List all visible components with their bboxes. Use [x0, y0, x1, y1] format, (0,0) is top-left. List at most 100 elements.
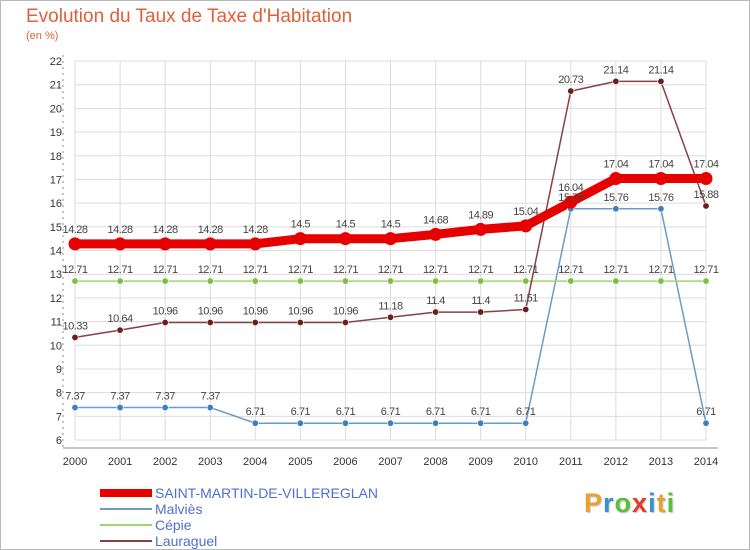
- data-label: 12.71: [243, 264, 268, 276]
- data-point: [702, 202, 710, 210]
- data-point: [71, 333, 79, 341]
- legend-swatch: [100, 489, 152, 497]
- data-label: 11.4: [471, 295, 490, 307]
- x-tick-label: 2012: [604, 456, 628, 468]
- data-point: [71, 277, 79, 285]
- data-label: 14.28: [62, 224, 87, 236]
- data-label: 12.71: [648, 264, 673, 276]
- data-label: 12.71: [513, 264, 538, 276]
- data-label: 21.14: [648, 64, 673, 76]
- x-tick-label: 2009: [468, 456, 492, 468]
- data-label: 7.37: [110, 391, 130, 403]
- chart-subtitle: (en %): [26, 30, 59, 42]
- data-point: [657, 205, 665, 213]
- data-point: [702, 419, 710, 427]
- data-point: [564, 195, 578, 209]
- data-point: [251, 419, 259, 427]
- x-tick-label: 2006: [333, 456, 357, 468]
- data-point: [158, 237, 172, 251]
- data-label: 6.71: [696, 406, 716, 418]
- x-tick-label: 2013: [649, 456, 673, 468]
- legend: SAINT-MARTIN-DE-VILLEREGLAN Malviès Cépie L…: [100, 485, 378, 549]
- x-tick-label: 2010: [513, 456, 537, 468]
- data-label: 7.37: [65, 391, 85, 403]
- y-tick-label: 16: [50, 198, 62, 210]
- data-label: 14.28: [243, 224, 268, 236]
- data-label: 17.04: [648, 158, 673, 170]
- data-labels: 7.37 7.37 7.37 7.37 6.71 6.71 6.71 6.71 6.71 6.71…: [62, 64, 719, 418]
- data-point: [293, 232, 307, 246]
- data-point: [612, 205, 620, 213]
- data-label: 15.88: [693, 189, 718, 201]
- data-point: [612, 77, 620, 85]
- y-tick-label: 17: [50, 174, 62, 186]
- data-label: 12.71: [423, 264, 448, 276]
- y-tick-label: 18: [50, 151, 62, 163]
- data-point: [702, 277, 710, 285]
- data-point: [248, 237, 262, 251]
- data-point: [477, 277, 485, 285]
- brand-letter: x: [632, 488, 649, 518]
- data-label: 12.71: [288, 264, 313, 276]
- y-tick-label: 14: [50, 246, 62, 258]
- data-point: [68, 237, 82, 251]
- data-point: [206, 319, 214, 327]
- legend-label: SAINT-MARTIN-DE-VILLEREGLAN: [155, 485, 379, 501]
- x-tick-label: 2004: [243, 456, 267, 468]
- data-label: 6.71: [471, 406, 491, 418]
- data-label: 10.96: [288, 306, 313, 318]
- data-point: [386, 419, 394, 427]
- data-label: 6.71: [336, 406, 356, 418]
- chart-title: Evolution du Taux de Taxe d'Habitation: [26, 6, 353, 27]
- data-point: [338, 232, 352, 246]
- data-label: 12.71: [198, 264, 223, 276]
- brand-logo: Proxiti: [584, 488, 675, 519]
- data-point: [251, 277, 259, 285]
- legend-item: Cépie: [100, 517, 378, 533]
- data-point: [296, 277, 304, 285]
- y-tick-label: 15: [50, 222, 62, 234]
- data-label: 12.71: [468, 264, 493, 276]
- data-label: 16.04: [558, 182, 583, 194]
- x-tick-label: 2001: [108, 456, 132, 468]
- data-point: [522, 277, 530, 285]
- data-point: [654, 171, 668, 185]
- series-markers: [68, 77, 713, 427]
- data-label: 15.76: [603, 192, 628, 204]
- data-point: [386, 313, 394, 321]
- data-point: [519, 219, 533, 233]
- data-label: 12.71: [378, 264, 403, 276]
- data-label: 14.5: [291, 219, 311, 231]
- data-point: [657, 77, 665, 85]
- gridlines: [74, 60, 707, 441]
- data-label: 14.89: [468, 209, 493, 221]
- data-label: 14.28: [153, 224, 178, 236]
- data-label: 7.37: [201, 391, 221, 403]
- x-tick-label: 2011: [559, 456, 583, 468]
- data-point: [71, 404, 79, 412]
- data-label: 10.96: [333, 306, 358, 318]
- data-point: [341, 319, 349, 327]
- brand-letter: P: [584, 488, 604, 518]
- legend-label: Malviès: [155, 501, 203, 517]
- data-label: 14.5: [336, 219, 356, 231]
- y-tick-label: 21: [50, 80, 62, 92]
- x-tick-label: 2002: [153, 456, 177, 468]
- x-tick-label: 2005: [288, 456, 312, 468]
- data-label: 15.76: [648, 192, 673, 204]
- data-point: [477, 308, 485, 316]
- data-label: 12.71: [108, 264, 133, 276]
- data-label: 12.71: [62, 264, 87, 276]
- data-label: 6.71: [246, 406, 266, 418]
- brand-letter: o: [614, 488, 633, 518]
- data-label: 11.51: [514, 292, 539, 304]
- data-point: [161, 277, 169, 285]
- data-label: 14.28: [108, 224, 133, 236]
- brand-letter: t: [656, 488, 667, 518]
- data-label: 15.04: [513, 206, 538, 218]
- data-point: [341, 419, 349, 427]
- data-label: 7.37: [155, 391, 175, 403]
- legend-item: Malviès: [100, 501, 378, 517]
- brand-letter: r: [603, 488, 615, 518]
- data-point: [116, 277, 124, 285]
